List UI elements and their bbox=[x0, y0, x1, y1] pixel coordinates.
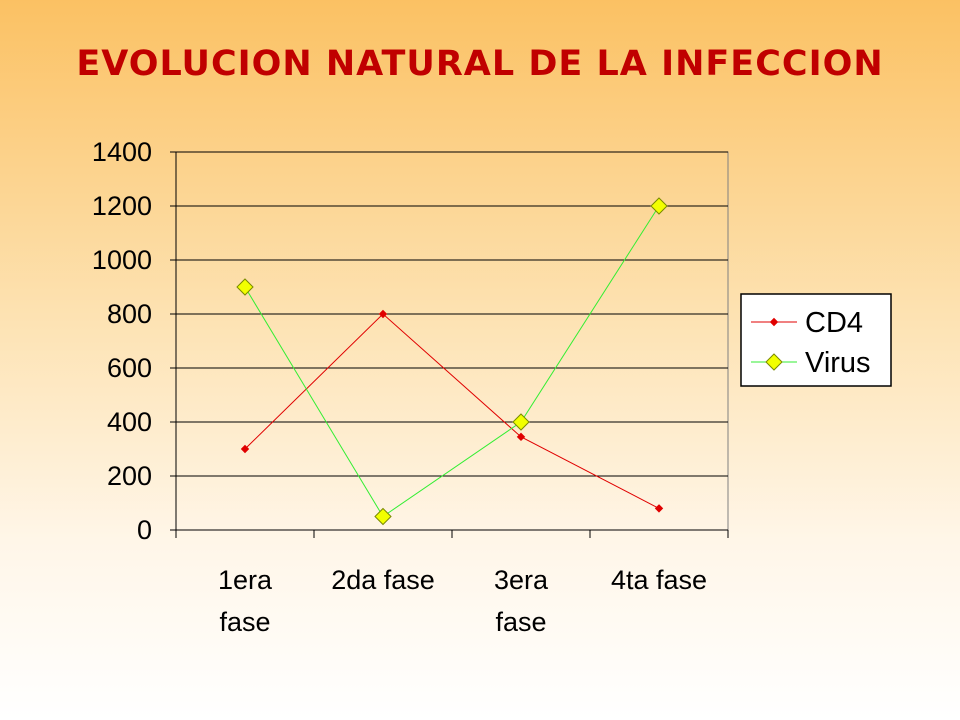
x-tick-label: 2da fase bbox=[331, 565, 435, 595]
x-tick-label: 1era bbox=[218, 565, 273, 595]
y-tick-label: 1000 bbox=[92, 245, 152, 275]
legend-marker-cd4 bbox=[769, 317, 779, 327]
y-tick-label: 0 bbox=[137, 515, 152, 545]
data-point-virus bbox=[236, 278, 254, 296]
data-point-cd4 bbox=[516, 432, 526, 442]
data-point-cd4 bbox=[240, 444, 250, 454]
plot-area bbox=[175, 151, 729, 531]
legend-label-virus: Virus bbox=[805, 347, 871, 379]
slide-title: EVOLUCION NATURAL DE LA INFECCION bbox=[76, 44, 884, 84]
data-point-virus bbox=[650, 197, 668, 215]
x-tick-label: 3era bbox=[494, 565, 549, 595]
data-point-cd4 bbox=[654, 504, 664, 513]
x-tick-label: 4ta fase bbox=[611, 565, 707, 595]
y-tick-label: 1200 bbox=[92, 191, 152, 221]
y-tick-label: 800 bbox=[107, 299, 152, 329]
y-tick-label: 600 bbox=[107, 353, 152, 383]
data-point-cd4 bbox=[378, 309, 388, 319]
series-line-virus bbox=[244, 205, 660, 518]
x-tick-label: fase bbox=[495, 607, 546, 637]
series-line-cd4 bbox=[244, 313, 660, 509]
y-tick-label: 400 bbox=[107, 407, 152, 437]
legend-marker-virus bbox=[765, 353, 783, 371]
legend bbox=[740, 293, 892, 387]
data-point-virus bbox=[374, 507, 392, 526]
y-tick-label: 1400 bbox=[92, 137, 152, 167]
legend-label-cd4: CD4 bbox=[805, 307, 863, 339]
x-tick-label: fase bbox=[219, 607, 270, 637]
data-point-virus bbox=[512, 413, 530, 431]
y-tick-label: 200 bbox=[107, 461, 152, 491]
